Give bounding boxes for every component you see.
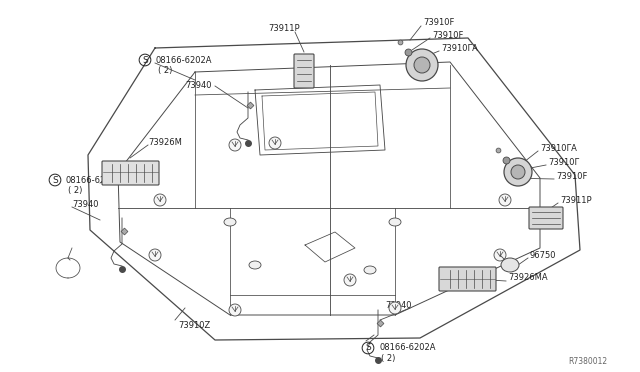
FancyBboxPatch shape [439,267,496,291]
Ellipse shape [389,218,401,226]
Circle shape [499,194,511,206]
Circle shape [344,274,356,286]
FancyBboxPatch shape [294,54,314,88]
Text: 96750: 96750 [530,250,557,260]
Text: 73910ΓA: 73910ΓA [540,144,577,153]
Text: 73940: 73940 [72,199,99,208]
Ellipse shape [224,218,236,226]
Text: S: S [365,343,371,353]
Text: 73926M: 73926M [148,138,182,147]
Circle shape [149,249,161,261]
Text: 73926MA: 73926MA [508,273,548,282]
Circle shape [229,304,241,316]
Text: 73910F: 73910F [556,171,588,180]
Circle shape [154,194,166,206]
Text: R7380012: R7380012 [568,357,607,366]
Circle shape [269,137,281,149]
Text: 73910F: 73910F [423,17,454,26]
Circle shape [389,302,401,314]
Text: 73911P: 73911P [560,196,591,205]
Text: 73910ΓA: 73910ΓA [441,44,478,52]
Text: S: S [52,176,58,185]
Text: 73940: 73940 [385,301,412,310]
Text: 08166-6202A: 08166-6202A [156,55,212,64]
Circle shape [229,139,241,151]
Text: 73911P: 73911P [268,23,300,32]
Text: 08166-6202A: 08166-6202A [66,176,122,185]
FancyBboxPatch shape [529,207,563,229]
Text: ( 2): ( 2) [158,65,172,74]
Circle shape [414,57,430,73]
Text: 73910Γ: 73910Γ [548,157,579,167]
Text: 73910F: 73910F [432,31,463,39]
Text: ( 2): ( 2) [68,186,83,195]
Text: 73910Z: 73910Z [178,321,211,330]
Circle shape [494,249,506,261]
Text: 73940: 73940 [185,80,211,90]
Circle shape [406,49,438,81]
Text: 08166-6202A: 08166-6202A [379,343,435,353]
FancyBboxPatch shape [102,161,159,185]
Text: ( 2): ( 2) [381,353,396,362]
Ellipse shape [501,258,519,272]
Circle shape [504,158,532,186]
Ellipse shape [249,261,261,269]
Ellipse shape [364,266,376,274]
Text: S: S [142,55,148,64]
Circle shape [511,165,525,179]
